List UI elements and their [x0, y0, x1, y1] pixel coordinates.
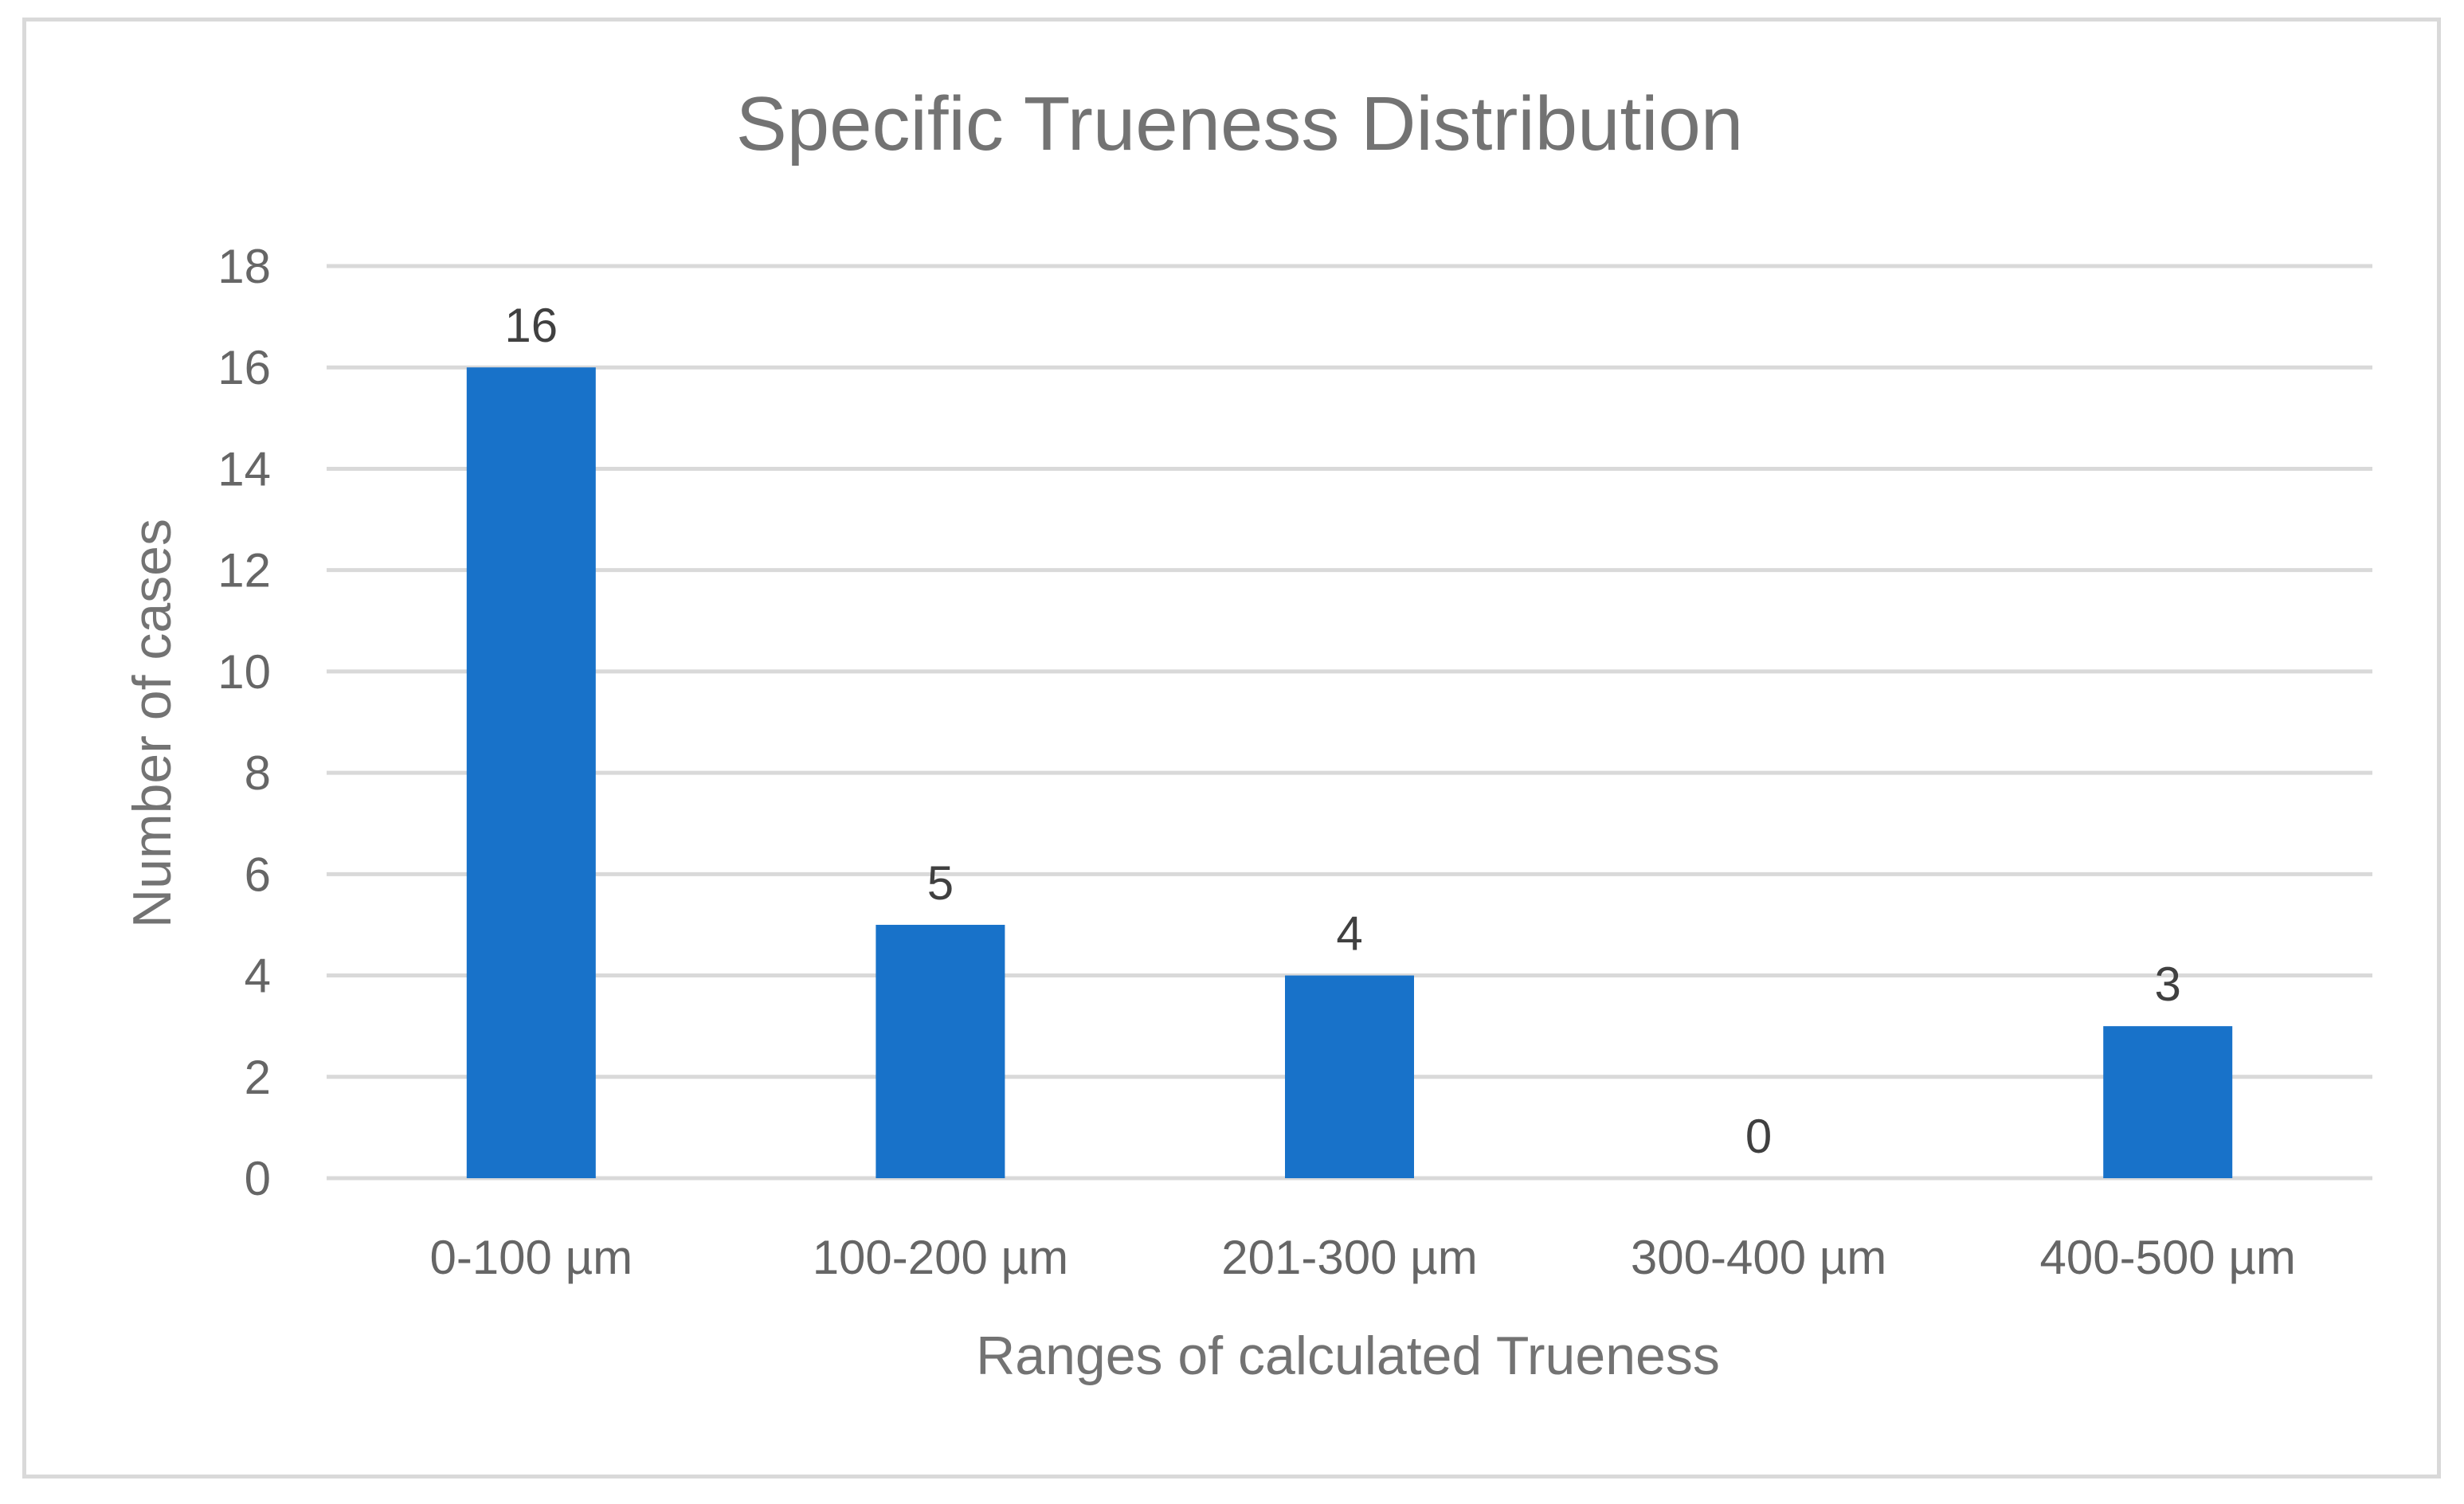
x-tick-label: 100-200 µm [813, 1231, 1068, 1284]
x-tick-label: 0-100 µm [429, 1231, 633, 1284]
data-label: 0 [1745, 1110, 1772, 1163]
chart-frame [22, 18, 2441, 1479]
bar [2103, 1026, 2233, 1178]
x-axis-tick-labels: 0-100 µm 100-200 µm 201-300 µm 300-400 µm 40… [429, 1231, 2295, 1284]
y-tick-label: 6 [245, 848, 271, 901]
data-labels: 16 5 4 0 3 [504, 299, 2180, 1163]
bar [876, 924, 1005, 1178]
y-tick-label: 4 [245, 950, 271, 1003]
data-label: 3 [2155, 958, 2181, 1011]
y-tick-label: 18 [217, 240, 271, 293]
y-tick-label: 12 [217, 544, 271, 597]
y-tick-label: 8 [245, 746, 271, 800]
x-tick-label: 400-500 µm [2039, 1231, 2295, 1284]
y-tick-label: 2 [245, 1051, 271, 1104]
y-tick-label: 0 [245, 1152, 271, 1205]
y-axis-title: Number of cases [122, 519, 182, 928]
x-tick-label: 201-300 µm [1221, 1231, 1477, 1284]
data-label: 5 [927, 856, 954, 910]
y-tick-label: 10 [217, 645, 271, 699]
data-label: 16 [504, 299, 558, 352]
y-tick-label: 16 [217, 341, 271, 394]
x-axis-title: Ranges of calculated Trueness [976, 1326, 1720, 1386]
y-tick-label: 14 [217, 442, 271, 495]
bar [1285, 975, 1414, 1178]
chart-title: Specific Trueness Distribution [736, 81, 1744, 166]
bar [466, 367, 596, 1178]
y-axis-tick-labels: 0 2 4 6 8 10 12 14 16 18 [217, 240, 271, 1205]
x-tick-label: 300-400 µm [1631, 1231, 1886, 1284]
data-label: 4 [1336, 907, 1362, 961]
gridlines [327, 264, 2372, 1181]
bars [466, 367, 2233, 1178]
